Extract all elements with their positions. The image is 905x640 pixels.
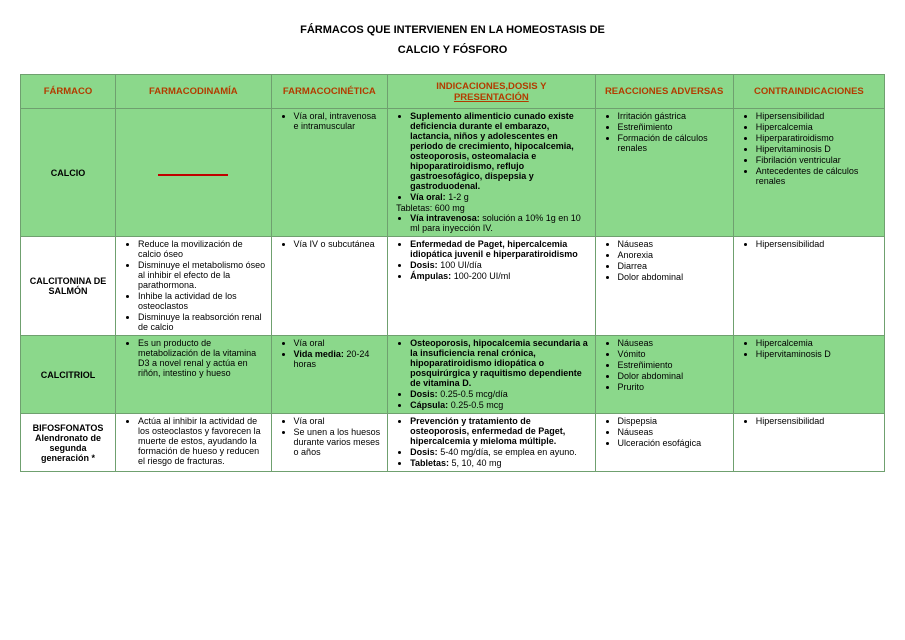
calcitriol-reac-5: Prurito	[618, 382, 729, 392]
calcitonina-cin-1: Vía IV o subcutánea	[294, 239, 384, 249]
calcitriol-reac-2: Vómito	[618, 349, 729, 359]
row-calcitonina: CALCITONINA DE SALMÓN Reduce la moviliza…	[21, 237, 885, 336]
calcitonina-ind-3: Ámpulas: 100-200 UI/ml	[410, 271, 590, 281]
calcitonina-reac-3: Diarrea	[618, 261, 729, 271]
calcio-ind-1: Suplemento alimenticio cunado existe def…	[410, 111, 590, 191]
calcitriol-con: Hipercalcemia Hipervitaminosis D	[733, 336, 884, 414]
calcio-con-4: Hipervitaminosis D	[756, 144, 880, 154]
calcitonina-cin: Vía IV o subcutánea	[271, 237, 388, 336]
calcitonina-reac: Náuseas Anorexia Diarrea Dolor abdominal	[595, 237, 733, 336]
drug-name-bifosfonatos: BIFOSFONATOS Alendronato de segunda gene…	[21, 414, 116, 472]
bifosfonatos-con-1: Hipersensibilidad	[756, 416, 880, 426]
calcitriol-reac: Náuseas Vómito Estreñimiento Dolor abdom…	[595, 336, 733, 414]
calcio-con-2: Hipercalcemia	[756, 122, 880, 132]
drug-name-calcio: CALCIO	[21, 109, 116, 237]
bifosfonatos-reac-2: Náuseas	[618, 427, 729, 437]
calcitriol-cin: Vía oral Vida media: 20-24 horas	[271, 336, 388, 414]
calcio-con-1: Hipersensibilidad	[756, 111, 880, 121]
calcitonina-din-1: Reduce la movilización de calcio óseo	[138, 239, 267, 259]
drug-table: FÁRMACO FARMACODINAMÍA FARMACOCINÉTICA I…	[20, 74, 885, 472]
col-header-indicaciones: INDICACIONES,DOSIS Y PRESENTACIÓN	[388, 75, 595, 109]
bifosfonatos-reac-1: Dispepsia	[618, 416, 729, 426]
bifosfonatos-cin: Vía oral Se unen a los huesos durante va…	[271, 414, 388, 472]
calcitriol-din-1: Es un producto de metabolización de la v…	[138, 338, 267, 378]
col-header-farmacocinetica: FARMACOCINÉTICA	[271, 75, 388, 109]
calcio-farmacodinamia	[116, 109, 272, 237]
calcitriol-reac-4: Dolor abdominal	[618, 371, 729, 381]
bifosfonatos-cin-2: Se unen a los huesos durante varios mese…	[294, 427, 384, 457]
calcitonina-reac-2: Anorexia	[618, 250, 729, 260]
bifosfonatos-ind: Prevención y tratamiento de osteoporosis…	[388, 414, 595, 472]
calcio-reacciones: Irritación gástrica Estreñimiento Formac…	[595, 109, 733, 237]
calcio-ind-tab: Tabletas: 600 mg	[396, 203, 590, 213]
calcitonina-din: Reduce la movilización de calcio óseo Di…	[116, 237, 272, 336]
calcio-ind-2: Vía oral: 1-2 g	[410, 192, 590, 202]
bifosfonatos-ind-2: Dosis: 5-40 mg/día, se emplea en ayuno.	[410, 447, 590, 457]
drug-name-calcitonina: CALCITONINA DE SALMÓN	[21, 237, 116, 336]
bifosfonatos-reac: Dispepsia Náuseas Ulceración esofágica	[595, 414, 733, 472]
col-header-indicaciones-l2: PRESENTACIÓN	[454, 92, 529, 103]
calcio-indicaciones: Suplemento alimenticio cunado existe def…	[388, 109, 595, 237]
row-bifosfonatos: BIFOSFONATOS Alendronato de segunda gene…	[21, 414, 885, 472]
calcitonina-ind: Enfermedad de Paget, hipercalcemia idiop…	[388, 237, 595, 336]
calcitriol-con-1: Hipercalcemia	[756, 338, 880, 348]
calcio-con-3: Hiperparatiroidismo	[756, 133, 880, 143]
calcitonina-din-4: Disminuye la reabsorción renal de calcio	[138, 312, 267, 332]
calcitriol-ind-2: Dosis: 0.25-0.5 mcg/día	[410, 389, 590, 399]
row-calcitriol: CALCITRIOL Es un producto de metabolizac…	[21, 336, 885, 414]
bifosfonatos-din-1: Actúa al inhibir la actividad de los ost…	[138, 416, 267, 466]
bifosfonatos-reac-3: Ulceración esofágica	[618, 438, 729, 448]
calcio-reac-3: Formación de cálculos renales	[618, 133, 729, 153]
calcio-con-6: Antecedentes de cálculos renales	[756, 166, 880, 186]
calcio-farmacocinetica: Vía oral, intravenosa e intramuscular	[271, 109, 388, 237]
calcitonina-din-3: Inhibe la actividad de los osteoclastos	[138, 291, 267, 311]
col-header-reacciones: REACCIONES ADVERSAS	[595, 75, 733, 109]
col-header-contraindicaciones: CONTRAINDICACIONES	[733, 75, 884, 109]
bifosfonatos-con: Hipersensibilidad	[733, 414, 884, 472]
calcio-cin-1: Vía oral, intravenosa e intramuscular	[294, 111, 384, 131]
title-line-1: FÁRMACOS QUE INTERVIENEN EN LA HOMEOSTAS…	[20, 24, 885, 36]
drug-name-calcitriol: CALCITRIOL	[21, 336, 116, 414]
bifosfonatos-ind-1: Prevención y tratamiento de osteoporosis…	[410, 416, 590, 446]
col-header-farmaco: FÁRMACO	[21, 75, 116, 109]
header-row: FÁRMACO FARMACODINAMÍA FARMACOCINÉTICA I…	[21, 75, 885, 109]
calcitriol-cin-1: Vía oral	[294, 338, 384, 348]
title-line-2: CALCIO Y FÓSFORO	[20, 44, 885, 56]
calcitriol-din: Es un producto de metabolización de la v…	[116, 336, 272, 414]
calcitonina-din-2: Disminuye el metabolismo óseo al inhibir…	[138, 260, 267, 290]
col-header-indicaciones-l1: INDICACIONES,DOSIS Y	[436, 81, 546, 92]
calcitonina-con: Hipersensibilidad	[733, 237, 884, 336]
calcitriol-con-2: Hipervitaminosis D	[756, 349, 880, 359]
calcio-reac-1: Irritación gástrica	[618, 111, 729, 121]
calcio-con-5: Fibrilación ventricular	[756, 155, 880, 165]
row-calcio: CALCIO Vía oral, intravenosa e intramusc…	[21, 109, 885, 237]
calcitriol-ind-1: Osteoporosis, hipocalcemia secundaria a …	[410, 338, 590, 388]
page: FÁRMACOS QUE INTERVIENEN EN LA HOMEOSTAS…	[0, 0, 905, 472]
red-bar-icon	[158, 174, 228, 176]
calcitriol-ind-3: Cápsula: 0.25-0.5 mcg	[410, 400, 590, 410]
calcitonina-con-1: Hipersensibilidad	[756, 239, 880, 249]
bifosfonatos-din: Actúa al inhibir la actividad de los ost…	[116, 414, 272, 472]
calcitriol-ind: Osteoporosis, hipocalcemia secundaria a …	[388, 336, 595, 414]
calcio-reac-2: Estreñimiento	[618, 122, 729, 132]
calcitriol-reac-1: Náuseas	[618, 338, 729, 348]
calcitonina-reac-4: Dolor abdominal	[618, 272, 729, 282]
calcitriol-reac-3: Estreñimiento	[618, 360, 729, 370]
col-header-farmacodinamia: FARMACODINAMÍA	[116, 75, 272, 109]
bifosfonatos-ind-3: Tabletas: 5, 10, 40 mg	[410, 458, 590, 468]
calcio-ind-3: Vía intravenosa: solución a 10% 1g en 10…	[410, 213, 590, 233]
calcitonina-ind-2: Dosis: 100 UI/día	[410, 260, 590, 270]
calcio-contra: Hipersensibilidad Hipercalcemia Hiperpar…	[733, 109, 884, 237]
calcitonina-ind-1: Enfermedad de Paget, hipercalcemia idiop…	[410, 239, 590, 259]
calcitriol-cin-2: Vida media: 20-24 horas	[294, 349, 384, 369]
calcitonina-reac-1: Náuseas	[618, 239, 729, 249]
bifosfonatos-cin-1: Vía oral	[294, 416, 384, 426]
